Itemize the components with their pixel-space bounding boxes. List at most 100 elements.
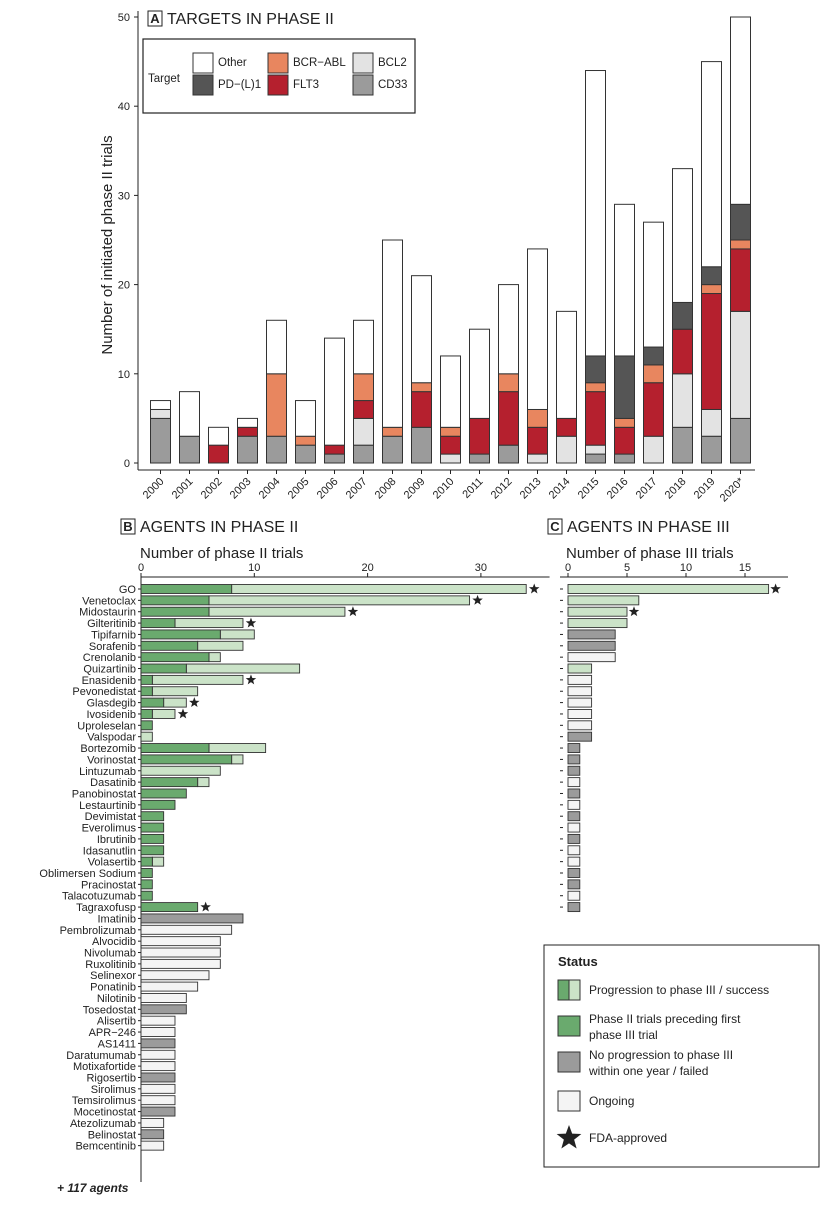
x-tick-label: 30 [475, 562, 487, 574]
bar-failed [140, 1072, 176, 1083]
panel-c-title: AGENTS IN PHASE III [567, 519, 730, 536]
bar-segment [266, 319, 287, 375]
legend-swatch [557, 1051, 581, 1073]
x-tick-label: 2012 [489, 476, 515, 502]
fda-star-icon [245, 617, 257, 628]
panel-a-title: TARGETS IN PHASE II [167, 11, 334, 28]
panel-a-letter: A [150, 11, 160, 26]
bar-segment [353, 417, 374, 446]
bar-segment [672, 301, 693, 330]
bar-preceding [140, 652, 210, 663]
bar-success [208, 743, 267, 753]
bar-phase3 [567, 731, 593, 742]
bar-segment [585, 453, 606, 464]
agent-label: Nilotinib [97, 993, 136, 1005]
x-tick-label: 10 [248, 562, 260, 574]
target-legend: Target Other PD−(L)1 BCR−ABL FLT3 BCL2 CD33 [142, 38, 416, 114]
agent-label: AS1411 [98, 1038, 136, 1050]
agent-label: Devimistat [85, 811, 136, 823]
agent-label: Talacotuzumab [62, 891, 136, 903]
x-tick-label: 5 [624, 562, 630, 574]
x-tick-label: 2009 [402, 476, 428, 502]
fda-star-icon [200, 901, 211, 912]
bar-phase3 [567, 822, 581, 833]
bar-ongoing [140, 947, 221, 958]
agent-label: Idasanutlin [83, 845, 136, 857]
bar-failed [140, 1106, 176, 1117]
agent-label: Imatinib [97, 913, 136, 925]
bar-segment [585, 391, 606, 446]
bar-preceding [140, 663, 187, 674]
bar-segment [701, 435, 722, 464]
agent-label: Motixafortide [73, 1061, 136, 1073]
bar-segment [672, 168, 693, 303]
bar-segment [411, 275, 432, 384]
bar-phase3 [567, 856, 581, 867]
agent-label: Ivosidenib [86, 709, 136, 721]
agent-label: Pevonedistat [72, 686, 136, 698]
bar-phase3 [567, 868, 581, 878]
agent-label: Bortezomib [80, 743, 136, 755]
bar-preceding [140, 618, 176, 629]
bar-phase3 [567, 686, 593, 697]
bar-phase3 [567, 584, 770, 594]
x-tick-label: 15 [739, 562, 751, 574]
legend-label: BCR−ABL [293, 57, 346, 69]
agent-label: Quizartinib [83, 664, 136, 676]
bar-segment [730, 239, 751, 250]
agent-label: Enasidenib [82, 675, 136, 687]
bar-segment [643, 346, 664, 366]
bar-segment [527, 248, 548, 410]
x-tick-label: 2004 [257, 476, 283, 502]
bar-failed [140, 1129, 165, 1140]
bar-segment [556, 310, 577, 419]
y-tick-label: 20 [118, 280, 130, 292]
bar-phase3 [567, 754, 581, 765]
bar-segment [701, 293, 722, 410]
bar-phase3 [567, 595, 640, 606]
panel-b-header: B AGENTS IN PHASE II Number of phase II … [120, 518, 303, 562]
bar-segment [498, 284, 519, 375]
agent-label: Tagraxofusp [76, 902, 136, 914]
agent-label: Alvocidib [92, 936, 136, 948]
agent-label: Alisertib [97, 1016, 136, 1028]
fda-star-icon [189, 697, 200, 708]
bar-ongoing [140, 970, 210, 981]
bar-preceding [140, 902, 199, 913]
bar-segment [730, 248, 751, 312]
bar-segment [324, 444, 345, 455]
legend-label: FLT3 [293, 79, 319, 91]
agent-label: Pracinostat [81, 879, 136, 891]
bar-segment [266, 373, 287, 437]
bar-segment [730, 417, 751, 464]
panel-c-chart: 0 5 10 15 [560, 562, 788, 913]
bar-segment [585, 444, 606, 455]
bar-segment [527, 453, 548, 464]
bar-preceding [140, 879, 153, 890]
x-tick-label: 2018 [663, 476, 689, 502]
bar-segment [324, 337, 345, 446]
agent-label: Ibrutinib [97, 834, 136, 846]
bar-phase3 [567, 606, 628, 617]
bar-preceding [140, 709, 153, 719]
bar-segment [440, 435, 461, 455]
agent-label: Midostaurin [79, 607, 136, 619]
bar-segment [353, 373, 374, 402]
legend-swatch-preceding [557, 979, 570, 1001]
agent-label: Venetoclax [82, 595, 136, 607]
panel-a-chart: 0 10 20 30 40 50 Number of initiated phase II … [99, 11, 755, 504]
x-tick-label: 2013 [518, 476, 544, 502]
bar-segment [382, 435, 403, 464]
bar-phase3 [567, 674, 593, 685]
panel-b-letter: B [123, 519, 132, 534]
bar-preceding [140, 788, 187, 799]
agent-label: Selinexor [90, 970, 136, 982]
agent-label: GO [119, 584, 137, 596]
y-tick-label: 40 [118, 101, 130, 113]
agent-label: Mocetinostat [74, 1107, 136, 1119]
agent-label: Volasertib [88, 857, 136, 869]
x-tick-label: 2017 [634, 476, 660, 502]
bar-segment [382, 239, 403, 428]
x-tick-label: 0 [138, 562, 144, 574]
bar-success [219, 629, 255, 640]
